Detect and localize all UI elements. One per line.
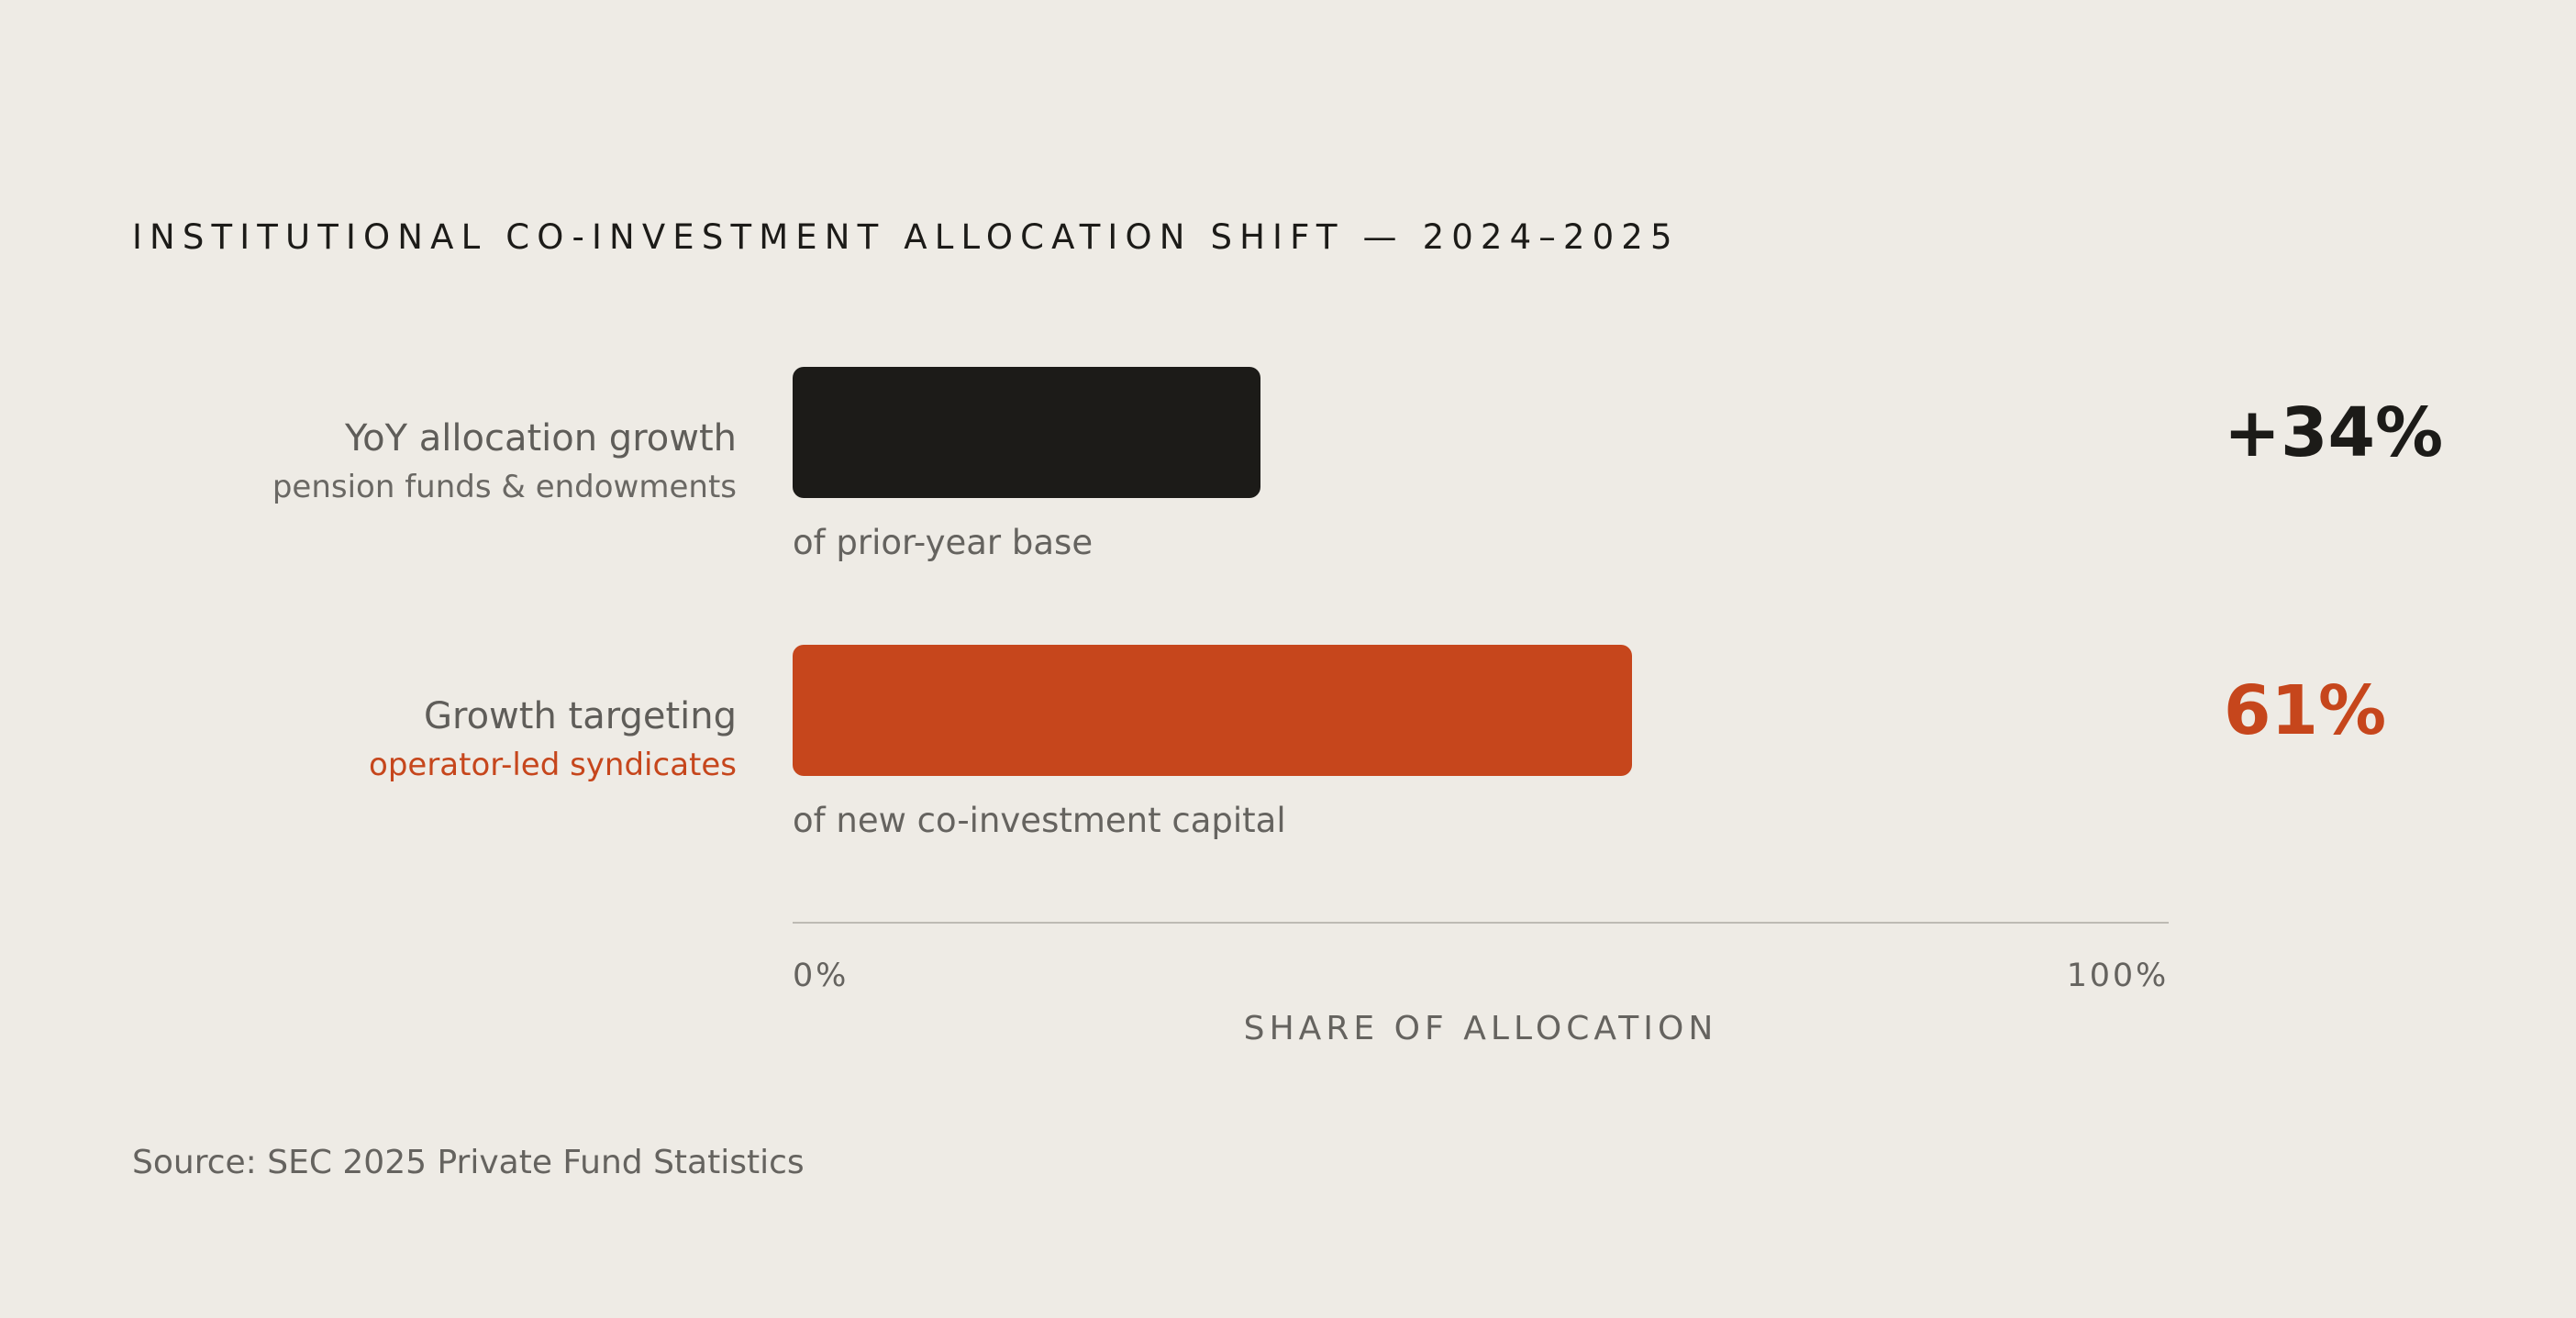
bar-label-main: Growth targeting [424, 695, 737, 737]
bar-note-yoy-growth: of prior-year base [793, 523, 1094, 562]
bar-growth-targeting [793, 645, 1632, 776]
bar-label-sub: operator-led syndicates [369, 747, 737, 783]
bar-value-yoy-growth: +34% [2224, 393, 2444, 472]
bar-label-sub: pension funds & endowments [272, 469, 737, 505]
bar-note-growth-targeting: of new co-investment capital [793, 801, 1286, 840]
chart-title: INSTITUTIONAL CO-INVESTMENT ALLOCATION S… [132, 217, 1680, 257]
bar-label-growth-targeting: Growth targeting operator-led syndicates [369, 698, 737, 781]
x-tick-min: 0% [793, 958, 849, 994]
x-tick-max: 100% [2066, 958, 2169, 994]
bar-value-growth-targeting: 61% [2224, 670, 2387, 750]
bar-yoy-growth [793, 367, 1260, 498]
x-axis-title: SHARE OF ALLOCATION [1243, 1010, 1718, 1047]
x-axis-line [793, 922, 2169, 924]
bar-label-main: YoY allocation growth [345, 417, 737, 460]
source-note: Source: SEC 2025 Private Fund Statistics [132, 1144, 805, 1181]
bar-label-yoy-growth: YoY allocation growth pension funds & en… [272, 420, 737, 503]
